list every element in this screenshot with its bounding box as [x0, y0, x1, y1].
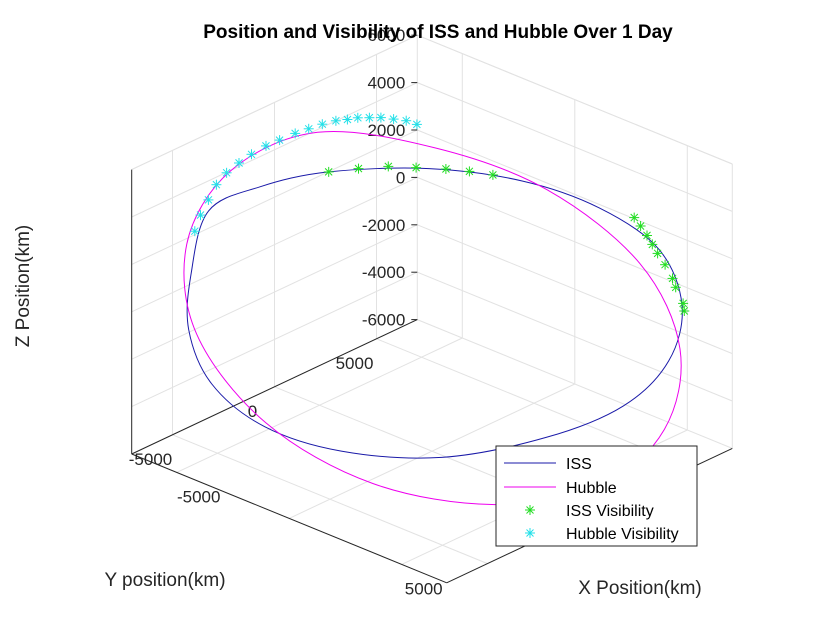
legend-hubble-label: Hubble [566, 480, 617, 497]
tick-labels: 6000400020000-2000-4000-600050000-5000-5… [129, 26, 443, 598]
iss-visibility-point [667, 273, 678, 284]
x-axis-label: X Position(km) [578, 578, 702, 599]
legend-asterisk [525, 505, 535, 515]
iss-visibility-point [635, 221, 646, 231]
hubble-visibility-point [364, 112, 375, 123]
hubble-visibility-point [261, 140, 271, 151]
iss-visibility-point [647, 239, 658, 250]
legend-asterisk [525, 528, 535, 538]
series-hubble-visibility-markers [189, 112, 422, 237]
hubble-visibility-point [290, 128, 301, 139]
z-tick-label: 4000 [367, 74, 405, 93]
hubble-visibility-point [274, 135, 285, 146]
legend-hubble-visibility-swatch [525, 528, 535, 538]
hubble-visibility-point [211, 179, 222, 190]
iss-visibility-point [670, 282, 681, 293]
iss-visibility-point [440, 164, 451, 174]
x-axis-line [131, 453, 447, 584]
series-iss-visibility-markers [323, 161, 690, 316]
hubble-visibility-point [342, 114, 353, 125]
hubble-visibility-point [246, 149, 257, 160]
hubble-visibility-point [189, 226, 200, 237]
legend-iss-visibility-label: ISS Visibility [566, 503, 654, 520]
grid-line [131, 34, 418, 171]
series-iss-line [186, 167, 683, 459]
legend-iss-visibility-swatch [525, 505, 535, 515]
legend-hubble-visibility-label: Hubble Visibility [566, 526, 679, 543]
hubble-visibility-point [195, 210, 206, 221]
iss-visibility-point [487, 169, 498, 180]
legend-iss-label: ISS [566, 456, 592, 473]
chart-title: Position and Visibility of ISS and Hubbl… [203, 22, 673, 43]
iss-visibility-point [353, 163, 364, 174]
y-tick-label: -5000 [129, 450, 172, 469]
iss-visibility-point [652, 248, 663, 259]
y-tick-label: 5000 [336, 354, 374, 373]
z-tick-label: -4000 [362, 263, 405, 282]
iss-visibility-point [642, 230, 652, 241]
z-tick-label: 0 [396, 168, 405, 187]
iss-visibility-point [464, 166, 475, 177]
z-axis-label: Z Position(km) [13, 225, 34, 347]
hubble-visibility-point [375, 112, 386, 123]
iss-visibility-point [629, 212, 640, 223]
hubble-visibility-point [317, 119, 328, 130]
legend: ISS Hubble ISS Visibility Hubble Visibil… [495, 445, 698, 547]
hubble-visibility-point [401, 115, 412, 126]
iss-visibility-point [678, 298, 689, 309]
z-tick-label: -6000 [362, 311, 405, 330]
grid-line [417, 34, 733, 165]
x-tick-label: -5000 [177, 487, 220, 506]
iss-visibility-point [411, 162, 422, 173]
hubble-visibility-point [330, 115, 341, 126]
x-tick-label: 5000 [405, 579, 443, 598]
y-axis-front-line [131, 319, 418, 455]
hubble-visibility-point [411, 119, 422, 130]
iss-visibility-point [679, 306, 690, 316]
z-tick-label: -2000 [362, 216, 405, 235]
hubble-visibility-point [234, 158, 244, 168]
z-tick-label: 6000 [367, 26, 405, 45]
iss-visibility-point [323, 166, 334, 177]
iss-visibility-point [383, 161, 394, 172]
hubble-visibility-point [352, 112, 363, 123]
y-axis-label: Y position(km) [104, 570, 225, 591]
hubble-visibility-point [221, 167, 232, 178]
grid-line [172, 434, 488, 565]
hubble-visibility-point [388, 114, 399, 125]
hubble-visibility-point [303, 123, 314, 134]
hubble-visibility-point [203, 194, 214, 205]
iss-visibility-point [660, 259, 671, 270]
